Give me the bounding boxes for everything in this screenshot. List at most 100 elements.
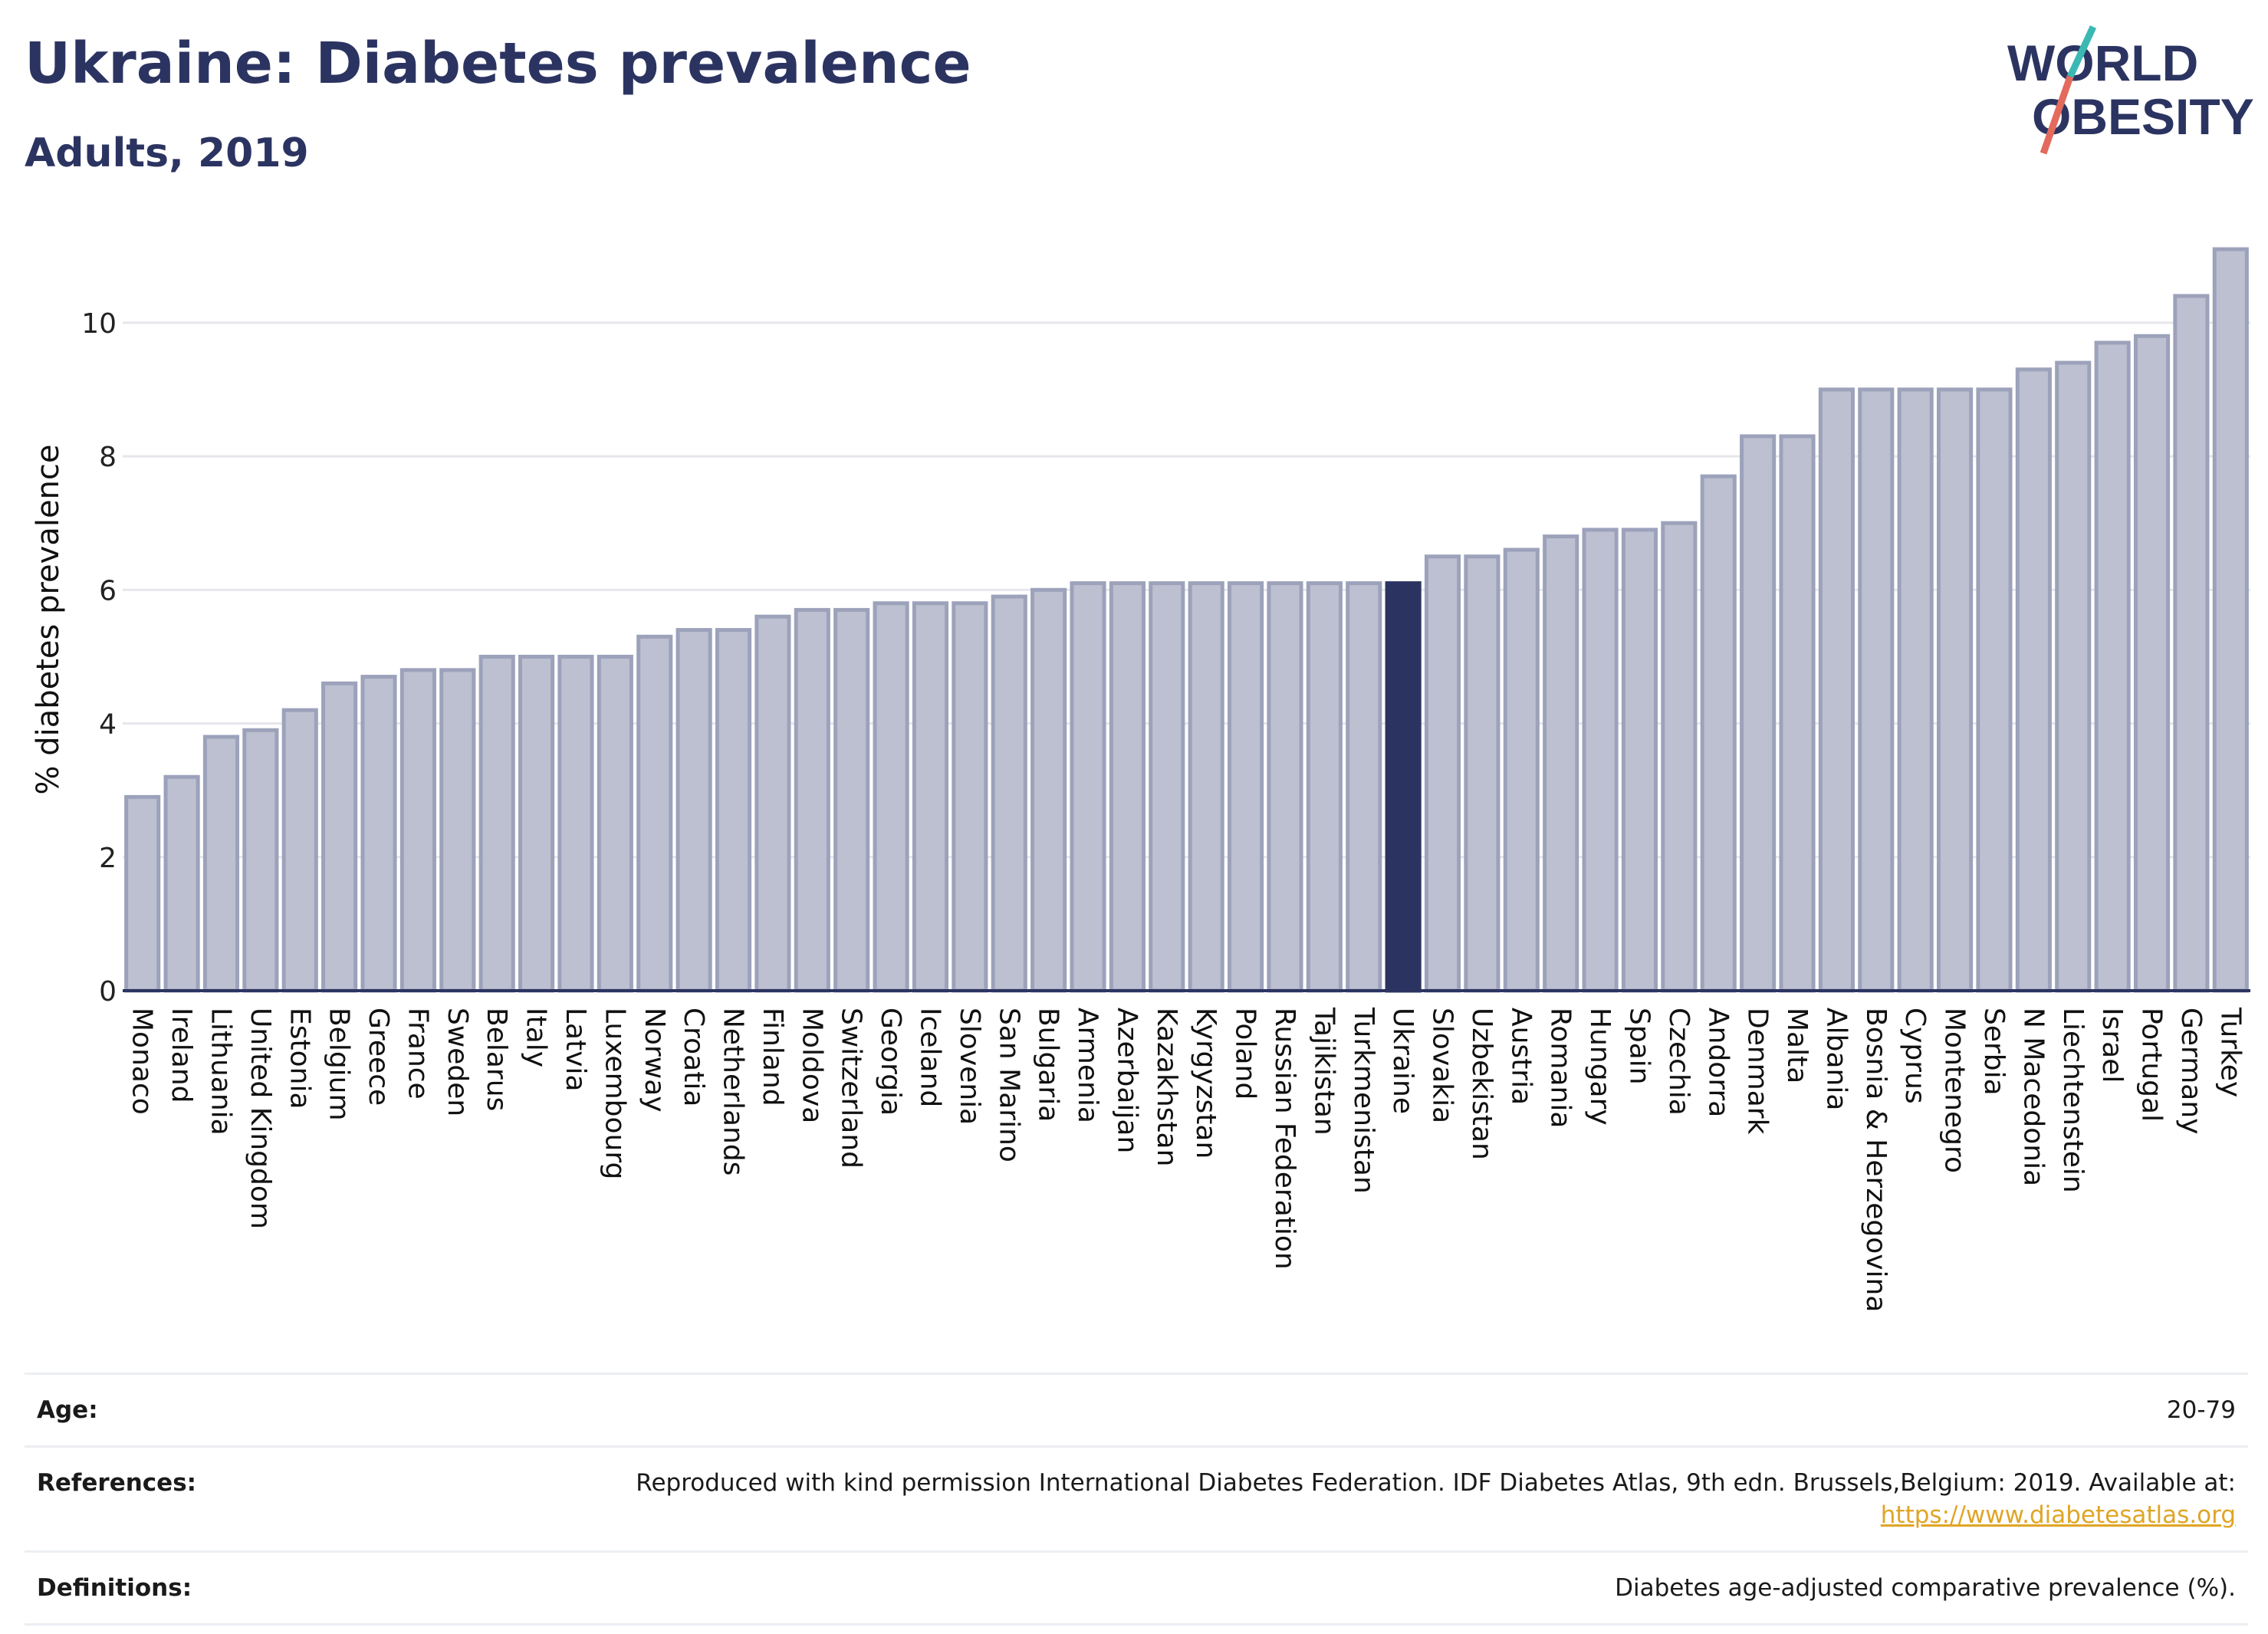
- x-tick-label: Germany: [2175, 1008, 2207, 1134]
- x-tick-label: Slovenia: [954, 1008, 985, 1125]
- x-tick-label: N Macedonia: [2017, 1008, 2049, 1186]
- bar-monaco[interactable]: [124, 794, 161, 993]
- bar-montenegro[interactable]: [1937, 387, 1974, 993]
- bar-lithuania[interactable]: [202, 735, 240, 993]
- y-tick-label: 6: [99, 575, 117, 607]
- bar-armenia[interactable]: [1070, 581, 1106, 993]
- logo-slash-red: [2040, 75, 2074, 155]
- bar-bulgaria[interactable]: [1030, 587, 1067, 993]
- bar-latvia[interactable]: [557, 654, 594, 993]
- chart-subtitle: Adults, 2019: [25, 130, 309, 176]
- x-tick-label: Turkey: [2214, 1007, 2246, 1097]
- bar-greece[interactable]: [360, 675, 397, 993]
- bar-bosnia-herzegovina[interactable]: [1858, 387, 1895, 993]
- bar-czechia[interactable]: [1661, 521, 1698, 993]
- bar-finland[interactable]: [754, 614, 791, 993]
- bar-moldova[interactable]: [794, 607, 830, 993]
- bar-n-macedonia[interactable]: [2015, 367, 2052, 993]
- bar-uzbekistan[interactable]: [1464, 554, 1500, 993]
- bar-san-marino[interactable]: [991, 594, 1027, 993]
- x-tick-label: Greece: [363, 1008, 394, 1106]
- info-row-definitions: Definitions: Diabetes age-adjusted compa…: [25, 1550, 2248, 1626]
- bar-hungary[interactable]: [1582, 528, 1619, 993]
- bar-portugal[interactable]: [2133, 334, 2171, 993]
- bar-russian-federation[interactable]: [1267, 581, 1303, 993]
- x-tick-label: France: [402, 1008, 433, 1100]
- x-tick-label: Kyrgyzstan: [1190, 1008, 1221, 1159]
- bar-liechtenstein[interactable]: [2055, 360, 2092, 993]
- bar-poland[interactable]: [1228, 581, 1264, 993]
- bar-israel[interactable]: [2094, 340, 2131, 993]
- x-tick-label: Turkmenistan: [1348, 1007, 1379, 1194]
- bar-cyprus[interactable]: [1897, 387, 1934, 993]
- bar-serbia[interactable]: [1976, 387, 2013, 993]
- bar-azerbaijan[interactable]: [1109, 581, 1146, 993]
- bar-georgia[interactable]: [873, 601, 909, 993]
- x-tick-label: Switzerland: [836, 1008, 867, 1169]
- references-link[interactable]: https://www.diabetesatlas.org: [1880, 1501, 2236, 1529]
- bar-croatia[interactable]: [675, 628, 712, 993]
- age-value: 20-79: [2166, 1396, 2236, 1424]
- references-value: Reproduced with kind permission Internat…: [636, 1469, 2236, 1529]
- bar-austria[interactable]: [1503, 547, 1540, 993]
- x-tick-label: Austria: [1505, 1008, 1537, 1105]
- bar-chart: 0 2 4 6 8 10 Monaco Ireland Lithuania United Kin…: [31, 247, 2250, 1312]
- x-tick-label: Spain: [1623, 1008, 1655, 1085]
- bar-iceland[interactable]: [912, 601, 949, 993]
- x-tick-label: San Marino: [993, 1008, 1024, 1162]
- bar-united-kingdom[interactable]: [242, 728, 279, 993]
- bar-turkmenistan[interactable]: [1346, 581, 1382, 993]
- y-tick-label: 2: [99, 843, 117, 874]
- x-tick-label: Estonia: [284, 1008, 315, 1110]
- bar-tajikistan[interactable]: [1306, 581, 1343, 993]
- x-tick-label: United Kingdom: [245, 1008, 276, 1229]
- y-tick-label: 0: [99, 976, 117, 1008]
- x-tick-label: Albania: [1820, 1008, 1852, 1110]
- bar-sweden[interactable]: [439, 668, 476, 993]
- x-tick-label: Denmark: [1742, 1008, 1773, 1135]
- y-tick-label: 4: [99, 709, 117, 741]
- world-obesity-logo: WORLD OBESITY: [2007, 25, 2254, 155]
- x-tick-label: Romania: [1545, 1008, 1576, 1128]
- x-tick-label: Sweden: [442, 1008, 473, 1116]
- x-tick-label: Hungary: [1584, 1008, 1616, 1126]
- x-tick-label: Israel: [2096, 1008, 2128, 1083]
- bar-malta[interactable]: [1779, 434, 1816, 993]
- bar-italy[interactable]: [518, 654, 555, 993]
- x-tick-label: Armenia: [1072, 1008, 1103, 1123]
- bar-spain[interactable]: [1621, 528, 1658, 993]
- info-row-references: References: Reproduced with kind permiss…: [25, 1445, 2248, 1550]
- bar-luxembourg[interactable]: [597, 654, 633, 993]
- x-tick-label: Kazakhstan: [1151, 1008, 1182, 1166]
- bar-slovenia[interactable]: [952, 601, 988, 993]
- bar-germany[interactable]: [2173, 294, 2210, 993]
- bar-albania[interactable]: [1818, 387, 1855, 993]
- bar-kyrgyzstan[interactable]: [1188, 581, 1224, 993]
- x-tick-label: Montenegro: [1939, 1008, 1971, 1173]
- x-tick-label: Netherlands: [718, 1008, 749, 1175]
- bar-andorra[interactable]: [1700, 474, 1737, 993]
- x-tick-label: Moldova: [796, 1008, 827, 1123]
- bar-denmark[interactable]: [1740, 434, 1777, 993]
- bar-netherlands[interactable]: [715, 628, 752, 993]
- bar-kazakhstan[interactable]: [1149, 581, 1185, 993]
- bar-norway[interactable]: [636, 634, 673, 993]
- age-label: Age:: [37, 1396, 98, 1424]
- bar-belarus[interactable]: [478, 654, 515, 993]
- x-tick-label: Russian Federation: [1269, 1008, 1300, 1270]
- y-tick-labels: 0 2 4 6 8 10: [81, 308, 117, 1008]
- bar-switzerland[interactable]: [833, 607, 870, 993]
- x-tick-label: Belgium: [324, 1008, 355, 1121]
- bar-france[interactable]: [399, 668, 436, 993]
- grid-lines: [123, 321, 2250, 859]
- x-tick-label: Portugal: [2136, 1008, 2168, 1122]
- bar-ukraine[interactable]: [1385, 581, 1422, 993]
- bar-estonia[interactable]: [281, 708, 318, 993]
- bar-romania[interactable]: [1543, 534, 1579, 993]
- bar-belgium[interactable]: [321, 681, 358, 993]
- x-tick-label: Iceland: [914, 1008, 945, 1107]
- bar-ireland[interactable]: [163, 774, 200, 993]
- chart-title: Ukraine: Diabetes prevalence: [25, 31, 971, 97]
- bar-slovakia[interactable]: [1424, 554, 1461, 993]
- bar-turkey[interactable]: [2212, 247, 2249, 993]
